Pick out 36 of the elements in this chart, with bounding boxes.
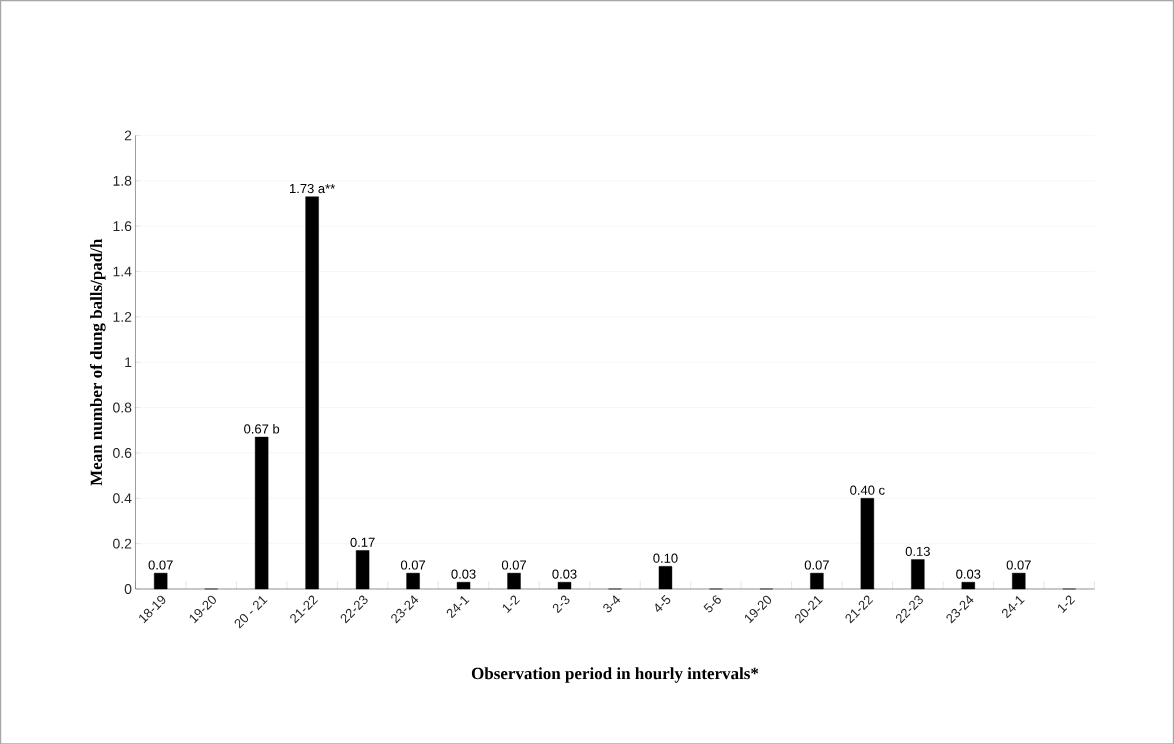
- data-label: 0.13: [905, 546, 930, 556]
- y-tick-label: 2: [124, 130, 132, 141]
- y-tick-label: 1: [125, 357, 132, 367]
- x-tick-label: 2-3: [552, 595, 570, 613]
- y-tick-label: 0.2: [113, 538, 132, 549]
- data-label: 0.10: [653, 553, 678, 563]
- data-label: 0.67 b: [244, 423, 280, 434]
- x-tick-label: 5-6: [703, 595, 721, 613]
- data-label: 0.17: [350, 537, 375, 547]
- x-tick-label: 24-1: [1001, 595, 1025, 619]
- x-tick-label: 3-4: [603, 595, 621, 613]
- y-tick-label: 1.4: [113, 266, 132, 277]
- x-tick-label: 1-2: [502, 595, 520, 613]
- data-label: 0.03: [956, 569, 981, 579]
- x-tick-label: 20 - 21: [234, 595, 268, 629]
- y-axis-title: Mean number of dung balls/pad/h: [89, 238, 106, 486]
- y-tick-label: 0.8: [113, 402, 132, 413]
- data-label: 0.03: [552, 569, 577, 579]
- y-tick-label: 0: [124, 583, 132, 594]
- y-tick-label: 1.2: [113, 311, 132, 322]
- data-label: 0.07: [804, 560, 829, 570]
- data-label: 0.07: [501, 560, 527, 570]
- x-tick-label: 4-5: [655, 594, 671, 612]
- y-tick-label: 0.4: [113, 493, 132, 504]
- y-tick-label: 0.6: [113, 447, 132, 458]
- data-label: 0.07: [148, 560, 173, 570]
- y-tick-label: 1.6: [113, 220, 132, 231]
- data-label: 0.40 c: [850, 485, 885, 495]
- data-label: 0.07: [1006, 560, 1031, 570]
- data-label: 0.03: [451, 569, 476, 579]
- y-tick-label: 1.8: [113, 175, 132, 186]
- x-tick-label: 1-2: [1057, 595, 1076, 613]
- data-label: 0.07: [400, 560, 426, 570]
- data-label: 1.73 a**: [290, 183, 336, 193]
- x-tick-label: 24-1: [446, 595, 470, 619]
- x-axis-title: Observation period in hourly intervals*: [471, 667, 759, 683]
